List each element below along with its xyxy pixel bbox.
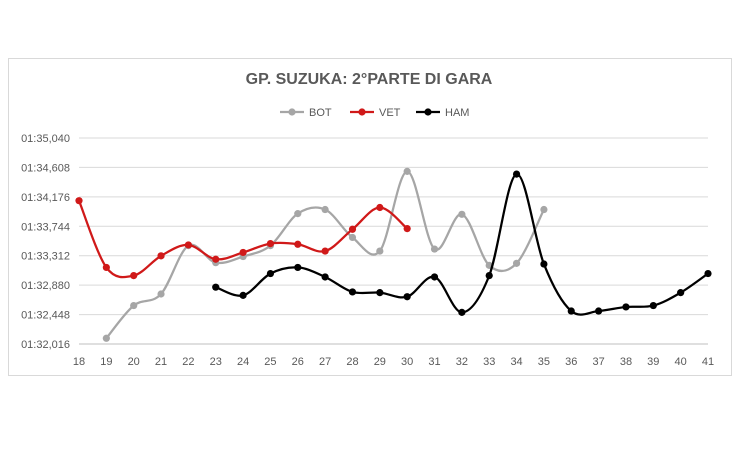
- x-tick-label: 32: [456, 356, 468, 368]
- data-point-bot: [512, 259, 521, 267]
- data-point-bot: [540, 205, 548, 214]
- data-point-bot: [102, 334, 110, 342]
- data-point-vet: [266, 239, 275, 248]
- legend-label: BOT: [309, 107, 332, 119]
- data-point-vet: [75, 197, 83, 205]
- x-tick-label: 23: [210, 356, 222, 368]
- x-tick-label: 38: [620, 356, 632, 368]
- y-tick-label: 01:33,744: [21, 221, 70, 233]
- y-tick-label: 01:35,040: [21, 133, 70, 145]
- x-tick-label: 35: [538, 356, 550, 368]
- x-tick-label: 20: [128, 356, 140, 368]
- x-tick-label: 19: [100, 356, 112, 368]
- data-point-ham: [622, 303, 630, 311]
- y-tick-label: 01:34,176: [21, 192, 70, 204]
- data-point-ham: [376, 289, 384, 297]
- data-point-ham: [704, 269, 712, 278]
- data-point-vet: [403, 225, 411, 233]
- data-point-vet: [294, 240, 302, 248]
- data-point-ham: [430, 273, 439, 281]
- data-point-bot: [294, 210, 302, 218]
- x-tick-label: 36: [565, 356, 577, 368]
- y-tick-label: 01:34,608: [21, 162, 70, 174]
- data-point-ham: [403, 293, 411, 301]
- x-tick-label: 40: [675, 356, 687, 368]
- data-point-vet: [321, 247, 329, 255]
- series-vet: [75, 197, 411, 280]
- data-point-bot: [157, 290, 165, 298]
- data-point-bot: [348, 233, 357, 242]
- series-group: [75, 167, 712, 342]
- data-point-bot: [430, 245, 439, 253]
- x-tick-label: 30: [401, 356, 413, 368]
- x-tick-label: 31: [428, 356, 440, 368]
- series-line-bot: [105, 170, 546, 340]
- legend-item-vet: VET: [350, 107, 401, 119]
- x-tick-label: 34: [510, 356, 522, 368]
- x-tick-label: 22: [182, 356, 194, 368]
- data-point-ham: [649, 301, 657, 310]
- data-point-ham: [595, 307, 603, 315]
- data-point-ham: [567, 307, 575, 315]
- x-tick-label: 29: [374, 356, 386, 368]
- data-point-vet: [102, 263, 110, 272]
- x-tick-label: 25: [264, 356, 276, 368]
- x-tick-label: 33: [483, 356, 495, 368]
- data-point-ham: [348, 288, 357, 296]
- x-tick-label: 28: [346, 356, 358, 368]
- data-point-ham: [485, 272, 493, 280]
- data-point-ham: [512, 170, 521, 178]
- data-point-ham: [540, 260, 548, 268]
- data-point-ham: [294, 263, 302, 272]
- x-tick-label: 24: [237, 356, 249, 368]
- data-point-ham: [458, 308, 466, 316]
- x-tick-label: 18: [73, 356, 85, 368]
- legend-item-bot: BOT: [280, 107, 332, 119]
- x-tick-label: 41: [702, 356, 714, 368]
- y-tick-label: 01:32,448: [21, 310, 70, 322]
- legend: BOT VET HAM: [280, 107, 469, 119]
- x-tick-label: 37: [592, 356, 604, 368]
- legend-item-ham: HAM: [416, 107, 469, 119]
- data-point-vet: [130, 272, 138, 280]
- data-point-ham: [212, 283, 220, 291]
- gridlines: [79, 137, 708, 316]
- data-point-vet: [212, 255, 220, 263]
- data-point-ham: [266, 269, 275, 278]
- series-bot: [102, 167, 548, 342]
- legend-marker: [424, 108, 432, 116]
- data-point-vet: [376, 203, 384, 212]
- data-point-vet: [157, 252, 165, 260]
- data-point-ham: [677, 289, 685, 297]
- data-point-ham: [321, 273, 329, 281]
- y-tick-label: 01:32,880: [21, 280, 70, 292]
- data-point-bot: [403, 167, 411, 175]
- data-point-bot: [321, 205, 329, 214]
- legend-marker: [358, 108, 366, 116]
- data-point-bot: [376, 247, 384, 255]
- x-tick-label: 26: [292, 356, 304, 368]
- x-tick-label: 27: [319, 356, 331, 368]
- y-axis-tick-labels: 01:32,016 01:32,448 01:32,880 01:33,312 01:3…: [21, 133, 70, 351]
- series-ham: [212, 170, 712, 316]
- x-tick-label: 39: [647, 356, 659, 368]
- legend-marker: [288, 108, 296, 116]
- x-tick-label: 21: [155, 356, 167, 368]
- data-point-vet: [239, 248, 247, 257]
- data-point-bot: [130, 301, 138, 310]
- series-line-vet: [77, 199, 409, 279]
- data-point-vet: [348, 225, 357, 233]
- data-point-vet: [184, 241, 192, 249]
- y-tick-label: 01:32,016: [21, 339, 70, 351]
- legend-label: HAM: [445, 107, 469, 119]
- data-point-bot: [458, 210, 466, 218]
- chart-title: GP. SUZUKA: 2°PARTE DI GARA: [246, 71, 493, 88]
- data-point-ham: [239, 291, 247, 299]
- y-tick-label: 01:33,312: [21, 251, 70, 263]
- x-axis-tick-labels: 18 19 20 21 22 23 24 25 26 27 28 29 30 31 32 33 34 35 36 37…: [73, 356, 714, 368]
- chart-frame: [8, 58, 732, 376]
- legend-label: VET: [379, 107, 401, 119]
